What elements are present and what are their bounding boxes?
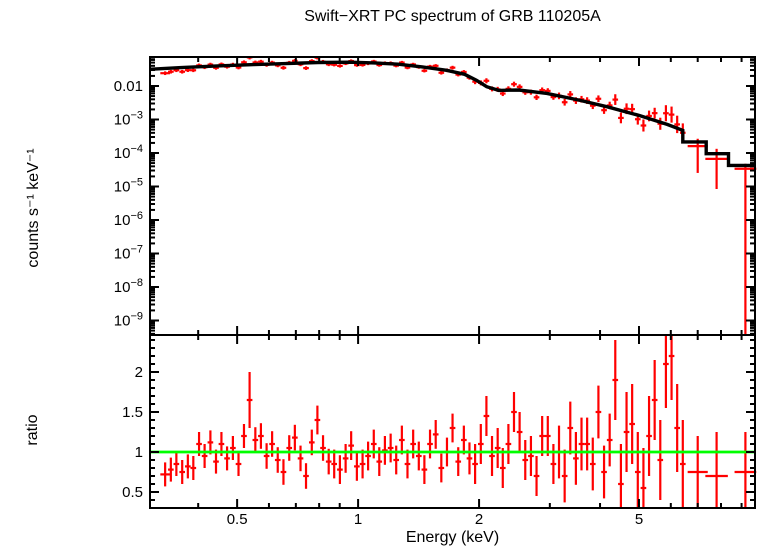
svg-text:2: 2 xyxy=(475,511,483,528)
svg-text:10−6: 10−6 xyxy=(114,210,143,229)
chart-title: Swift−XRT PC spectrum of GRB 110205A xyxy=(304,8,601,25)
svg-text:10−4: 10−4 xyxy=(114,143,143,162)
svg-text:10−7: 10−7 xyxy=(114,244,143,263)
svg-text:5: 5 xyxy=(635,511,643,528)
svg-text:1: 1 xyxy=(354,511,362,528)
spectrum-data-points xyxy=(160,56,757,336)
x-axis-label: Energy (keV) xyxy=(405,529,500,546)
tick-labels: 0.5 1 2 5 0.01 10−3 10−4 10−5 10−6 10−7 10−8 10−9 0.… xyxy=(114,78,643,528)
svg-text:0.5: 0.5 xyxy=(122,484,143,501)
svg-text:1.5: 1.5 xyxy=(122,404,143,421)
svg-text:1: 1 xyxy=(135,444,143,461)
svg-text:10−9: 10−9 xyxy=(114,311,143,330)
svg-text:0.5: 0.5 xyxy=(227,511,248,528)
ratio-data-points xyxy=(160,335,757,509)
svg-text:10−5: 10−5 xyxy=(114,177,143,196)
svg-text:10−3: 10−3 xyxy=(114,110,143,129)
model-line xyxy=(149,60,755,168)
axis-ticks xyxy=(150,56,755,509)
svg-text:0.01: 0.01 xyxy=(114,78,143,95)
svg-text:2: 2 xyxy=(135,364,143,381)
svg-text:10−8: 10−8 xyxy=(114,277,143,296)
